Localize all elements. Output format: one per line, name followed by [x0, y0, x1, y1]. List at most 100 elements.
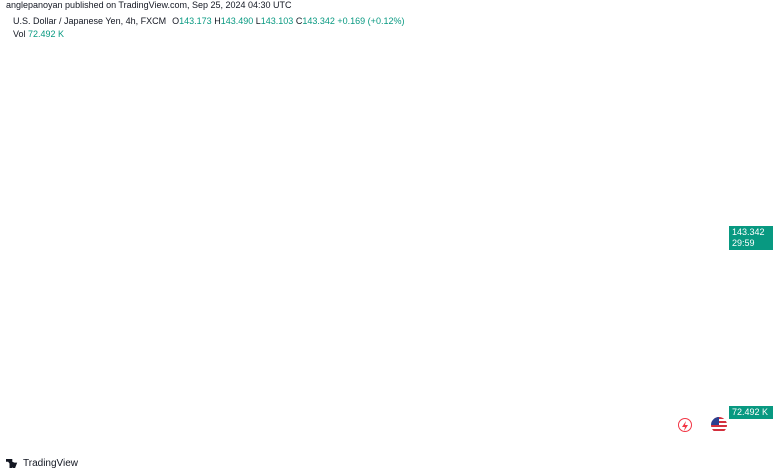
volume-bar	[367, 398, 371, 434]
y-tick-label: 141.500	[735, 314, 768, 324]
volume-bar	[398, 394, 403, 434]
candle-body	[474, 350, 479, 362]
candle-body	[568, 232, 573, 249]
open-value: 143.173	[179, 16, 212, 26]
x-tick-label: 23	[627, 440, 637, 450]
volume-bar	[266, 396, 271, 434]
candle-body	[638, 221, 642, 229]
volume-bar	[379, 394, 384, 434]
volume-bar	[203, 407, 208, 434]
volume-bar	[386, 403, 390, 434]
volume-bar	[530, 396, 535, 434]
volume-bar	[14, 407, 19, 434]
candle-body	[260, 72, 264, 93]
y-tick-label: 144.000	[735, 201, 768, 211]
x-tick-label: 13:00	[430, 440, 453, 450]
candle-body	[386, 246, 390, 253]
y-tick-label: 146.000	[735, 110, 768, 120]
lightning-icon[interactable]	[678, 418, 692, 432]
volume-bar	[159, 390, 164, 434]
volume-bar	[184, 403, 189, 434]
volume-bar	[455, 385, 460, 434]
candle-body	[675, 239, 680, 247]
symbol-name: U.S. Dollar / Japanese Yen, 4h, FXCM	[13, 16, 167, 26]
candle-body	[335, 225, 340, 238]
volume-bar	[568, 401, 573, 434]
candle-body	[291, 110, 296, 129]
y-tick-label: 142.000	[735, 291, 768, 301]
volume-bar	[171, 405, 176, 434]
volume-bar	[474, 387, 479, 434]
candle-body	[430, 282, 434, 301]
y-tick-label: 147.000	[735, 65, 768, 75]
candle-body	[461, 316, 466, 335]
brand-name: TradingView	[23, 458, 79, 469]
x-tick-label: 13:00	[46, 440, 69, 450]
tradingview-logo[interactable]: TradingView	[6, 458, 78, 469]
volume-bar	[89, 396, 94, 434]
volume-bar	[316, 383, 321, 434]
candle-body	[512, 359, 516, 366]
candle-body	[392, 230, 397, 253]
volume-bar	[499, 401, 504, 434]
change-value: +0.169 (+0.12%)	[337, 16, 405, 26]
tradingview-icon	[6, 459, 18, 468]
candle-body	[606, 214, 611, 220]
volume-bar	[505, 396, 510, 434]
volume-bar	[83, 398, 88, 434]
volume-bar	[329, 390, 334, 434]
y-tick-label: 139.000	[735, 426, 768, 436]
candle-body	[71, 137, 75, 150]
candle-body	[310, 135, 315, 156]
candle-body	[537, 286, 542, 314]
candle-body	[348, 234, 353, 253]
volume-bar	[638, 401, 642, 434]
volume-bar	[537, 387, 542, 434]
volume-bar	[165, 401, 170, 434]
candle-body	[656, 187, 661, 208]
volume-bar	[310, 401, 315, 434]
candle-body	[449, 262, 453, 278]
volume-bar	[291, 392, 296, 434]
candle-body	[455, 277, 460, 317]
volume-bar	[612, 394, 617, 434]
volume-bar	[411, 401, 416, 434]
volume-bar	[304, 405, 308, 434]
candle-body	[222, 124, 227, 131]
volume-bar	[146, 394, 151, 434]
volume-bar	[58, 405, 63, 434]
volume-bar	[241, 396, 245, 434]
volume-bar	[600, 390, 605, 434]
volume-bar	[33, 398, 38, 434]
volume-bar	[39, 409, 44, 434]
candle-body	[8, 90, 12, 93]
volume-bar	[222, 396, 227, 434]
volume-bar	[606, 401, 611, 434]
volume-bar	[115, 363, 119, 434]
x-tick-label: 26	[705, 440, 715, 450]
volume-bar	[260, 390, 264, 434]
candle-body	[14, 79, 19, 93]
volume-bar	[77, 405, 82, 434]
candle-body	[39, 124, 44, 145]
candle-body	[644, 214, 649, 229]
candle-body	[20, 76, 25, 89]
y-tick-label: 144.500	[735, 178, 768, 188]
candle-body	[480, 354, 485, 362]
candle-body	[45, 124, 50, 134]
candle-body	[493, 370, 497, 387]
volume-bar	[323, 394, 327, 434]
volume-bar	[543, 392, 548, 434]
volume-bar	[71, 401, 75, 434]
candle-body	[165, 185, 170, 211]
y-tick-label: 146.500	[735, 88, 768, 98]
candle-body	[329, 212, 334, 238]
candle-body	[600, 214, 605, 292]
candle-body	[58, 101, 63, 129]
volume-bar	[644, 394, 649, 434]
candle-body	[612, 203, 617, 220]
y-tick-label: 147.500	[735, 42, 768, 52]
candle-body	[530, 286, 535, 321]
volume-bar	[524, 401, 529, 434]
